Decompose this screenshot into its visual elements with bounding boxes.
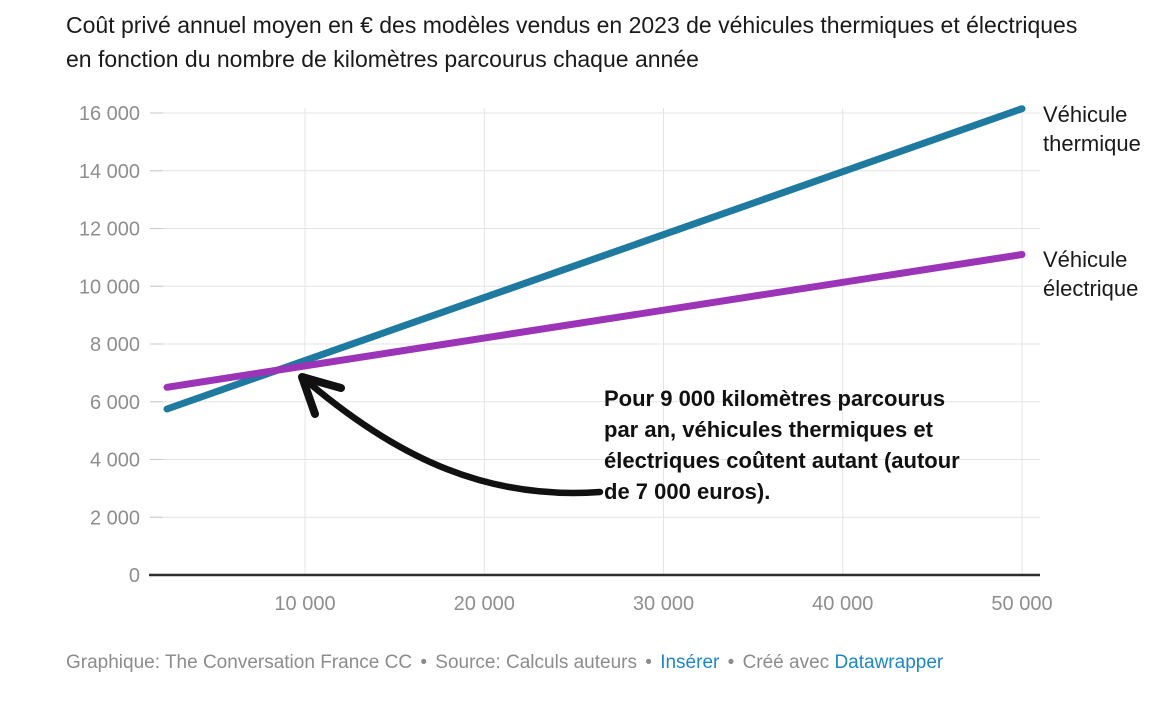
- x-tick-label: 40 000: [812, 593, 873, 615]
- separator-dot: •: [727, 652, 735, 673]
- annotation-line: Pour 9 000 kilomètres parcourus: [604, 386, 946, 411]
- x-tick-label: 30 000: [633, 593, 694, 615]
- legend-label-vehicule-thermique: Véhicule thermique: [1043, 101, 1141, 156]
- y-tick-label: 4 000: [90, 450, 140, 472]
- annotation-line: électriques coûtent autant (autour: [604, 448, 960, 473]
- chart-title: Coût privé annuel moyen en € des modèles…: [66, 12, 1078, 72]
- y-tick-label: 12 000: [79, 219, 140, 241]
- y-tick-label: 16 000: [79, 103, 140, 125]
- datawrapper-link[interactable]: Datawrapper: [834, 652, 944, 673]
- y-tick-label: 0: [129, 565, 140, 587]
- footer-byline: Graphique: The Conversation France CC • …: [66, 652, 1146, 674]
- annotation-arrow-head: [298, 373, 345, 418]
- x-tick-label: 20 000: [454, 593, 515, 615]
- series-line-vehicule-electrique: [163, 251, 1026, 391]
- embed-link[interactable]: Insérer: [660, 652, 720, 673]
- annotation-line: par an, véhicules thermiques et: [604, 417, 933, 442]
- annotation-text: Pour 9 000 kilomètres parcourus par an, …: [604, 383, 960, 507]
- annotation-arrow-shaft: [304, 378, 604, 497]
- annotation-line: de 7 000 euros).: [604, 479, 771, 504]
- y-tick-label: 8 000: [90, 334, 140, 356]
- y-tick-label: 6 000: [90, 392, 140, 414]
- y-tick-label: 14 000: [79, 161, 140, 183]
- separator-dot: •: [420, 652, 427, 673]
- x-tick-label: 10 000: [274, 593, 335, 615]
- series-line-vehicule-thermique: [163, 105, 1026, 413]
- chart-credit-text: Graphique: The Conversation France CC: [66, 652, 413, 673]
- x-tick-label: 50 000: [991, 593, 1052, 615]
- y-tick-label: 2 000: [90, 507, 140, 529]
- legend-label-vehicule-electrique: Véhicule électrique: [1043, 247, 1139, 302]
- source-text: Source: Calculs auteurs: [435, 652, 637, 673]
- y-tick-label: 10 000: [79, 276, 140, 298]
- created-with-text: Créé avec: [742, 652, 830, 673]
- separator-dot: •: [645, 652, 652, 673]
